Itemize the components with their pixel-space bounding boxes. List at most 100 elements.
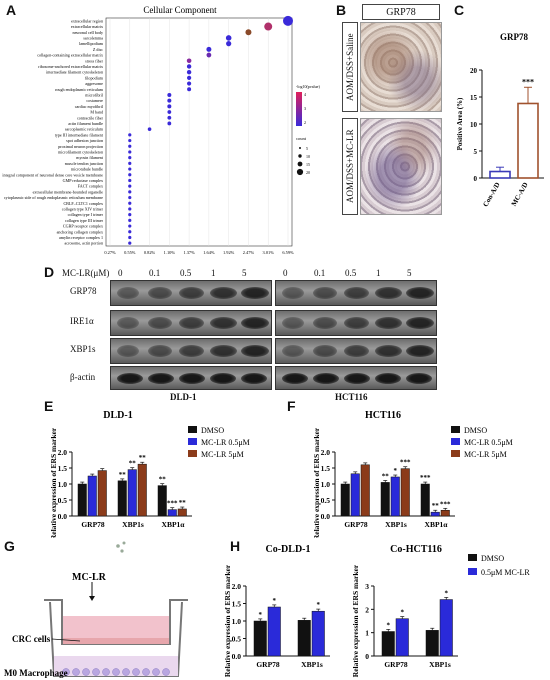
y-tick-label: 0.5 <box>232 635 242 644</box>
term-dot <box>128 230 132 234</box>
term-dot <box>186 58 192 64</box>
y-axis-label: Relative expression of ERS marker <box>49 427 58 538</box>
size-legend-tick: 15 <box>306 162 310 167</box>
blot-band <box>344 345 369 357</box>
term-dot <box>128 190 132 194</box>
y-tick-label: 1.5 <box>232 600 242 609</box>
term-label: anchoring collagen complex <box>57 229 103 234</box>
bar <box>297 620 311 657</box>
term-dot <box>167 121 172 126</box>
x-tick-label: 1.92% <box>223 250 235 255</box>
color-legend-tick: 4 <box>304 92 306 97</box>
dose-value: 0 <box>118 268 123 278</box>
legend-swatch <box>451 426 460 433</box>
color-legend-bar <box>296 92 302 126</box>
term-label: GMP reductase complex <box>63 178 103 183</box>
term-label: sarcoplasmic reticulum <box>65 127 104 132</box>
dose-value: 0.1 <box>149 268 161 278</box>
size-legend-tick: 5 <box>306 146 308 151</box>
blot-strip <box>275 366 437 390</box>
x-tick-label: 1.64% <box>203 250 215 255</box>
y-tick-label: 1.5 <box>321 464 331 473</box>
blot-row-label: β-actin <box>70 372 96 382</box>
significance-mark: ** <box>139 454 147 462</box>
panel-h: H Co-DLD-1 0.0 0.5 1.0 1.5 2.0 Relative expres… <box>200 538 550 680</box>
term-label: extracellular region <box>71 18 103 23</box>
legend-label: MC-LR 0.5μM <box>464 438 513 447</box>
term-label: extracellular membrane-bounded organelle <box>33 189 104 194</box>
dose-value: 0 <box>283 268 288 278</box>
panel-e-label: E <box>44 398 54 414</box>
significance-mark: * <box>259 611 263 619</box>
blot-strip <box>110 366 272 390</box>
term-dot <box>186 69 192 75</box>
chart-title: DLD-1 <box>103 410 132 421</box>
term-dot <box>128 144 132 148</box>
macrophage-label: M0 Macrophage <box>4 668 68 678</box>
x-tick-label: GRP78 <box>81 520 105 529</box>
bar <box>177 508 187 517</box>
size-legend-title: count <box>296 136 307 141</box>
y-tick-label: 3 <box>365 582 369 591</box>
significance-mark: * <box>401 609 405 617</box>
y-tick-label: 5 <box>474 148 478 156</box>
blot-band <box>117 372 143 384</box>
term-dot <box>128 156 132 160</box>
panel-d-label: D <box>44 264 55 280</box>
blot-band <box>282 317 304 329</box>
blot-band <box>210 345 237 357</box>
y-tick-label: 1.5 <box>58 464 68 473</box>
term-dot <box>206 46 212 52</box>
term-dot <box>128 201 132 205</box>
y-tick-label: 2.0 <box>232 582 242 591</box>
y-tick-label: 10 <box>470 121 478 129</box>
blot-band <box>179 317 204 329</box>
term-label: proximal neuron projection <box>58 144 103 149</box>
significance-mark: * <box>445 589 449 597</box>
chart-title: Co-DLD-1 <box>266 544 311 555</box>
term-label: cardiac myofibril <box>75 104 104 109</box>
term-label: microfibril <box>85 92 104 97</box>
legend-label: MC-LR 5μM <box>201 450 244 459</box>
x-tick-label: 0.27% <box>104 250 116 255</box>
color-legend-title: -log10(pvalue) <box>296 84 320 89</box>
term-label: cytoplasmic side of rough endoplasmic re… <box>4 195 103 200</box>
y-tick-label: 2.0 <box>58 448 68 457</box>
term-label: myosin filament <box>76 155 104 160</box>
ihc-image-mclr <box>360 118 442 215</box>
blot-band <box>148 317 172 329</box>
y-axis-label: Relative expression of ERS marker <box>351 564 360 677</box>
panel-g: G MC-LR CRC cells M0 Macrophage <box>0 538 200 680</box>
blot-band <box>210 372 236 384</box>
term-label: amylin receptor complex 1 <box>59 235 103 240</box>
legend-swatch <box>451 438 460 445</box>
panel-a: A Cellular Component 0.27% 0.55% 0.82% 1.10%… <box>0 0 330 262</box>
x-tick-label: 2.47% <box>243 250 255 255</box>
significance-mark: ** <box>119 471 127 479</box>
blot-row-label: XBP1s <box>70 344 96 354</box>
term-label: stress fiber <box>85 58 103 63</box>
blot-band <box>375 287 402 299</box>
term-dot <box>128 213 132 217</box>
bar <box>311 610 325 657</box>
significance-mark: * <box>387 621 391 629</box>
blot-band <box>313 287 337 299</box>
dose-value: 0.1 <box>314 268 326 278</box>
x-tick-label: XBP1α <box>425 520 449 529</box>
significance-mark: * <box>273 597 277 605</box>
chart-title: HCT116 <box>365 410 401 421</box>
term-dot <box>187 81 192 86</box>
legend-swatch <box>451 450 460 457</box>
term-dot <box>187 87 192 92</box>
blot-band <box>375 317 402 329</box>
term-label: collagen type III trimer <box>65 218 104 223</box>
significance-mark: ** <box>179 499 187 507</box>
blot-band <box>375 345 402 357</box>
significance-mark: *** <box>420 474 431 482</box>
blot-band <box>241 372 267 384</box>
bar <box>77 483 87 517</box>
significance-mark: ** <box>382 472 390 480</box>
bar <box>390 476 400 517</box>
blot-band <box>117 287 139 299</box>
bar <box>380 482 390 517</box>
